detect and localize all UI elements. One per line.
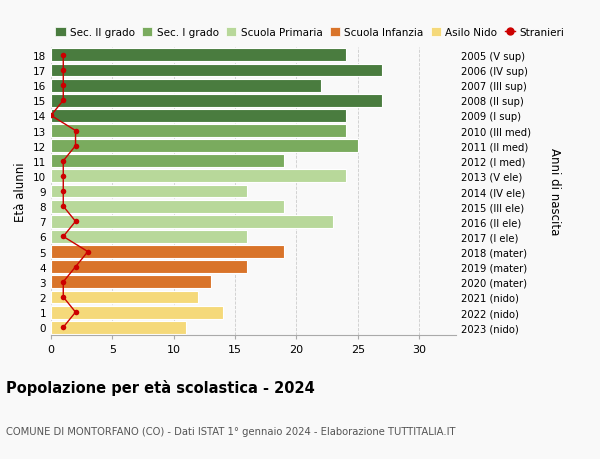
Bar	[51, 276, 211, 289]
Bar	[51, 215, 333, 228]
Point	[58, 173, 68, 180]
Legend: Sec. II grado, Sec. I grado, Scuola Primaria, Scuola Infanzia, Asilo Nido, Stran: Sec. II grado, Sec. I grado, Scuola Prim…	[51, 24, 568, 42]
Point	[58, 52, 68, 59]
Bar	[51, 95, 382, 107]
Point	[58, 324, 68, 331]
Point	[83, 248, 92, 256]
Point	[71, 143, 80, 150]
Bar	[51, 64, 382, 77]
Point	[58, 67, 68, 74]
Bar	[51, 321, 186, 334]
Y-axis label: Anni di nascita: Anni di nascita	[548, 148, 560, 235]
Y-axis label: Età alunni: Età alunni	[14, 162, 28, 221]
Text: Popolazione per età scolastica - 2024: Popolazione per età scolastica - 2024	[6, 380, 315, 396]
Point	[46, 112, 56, 120]
Point	[58, 97, 68, 105]
Bar	[51, 49, 346, 62]
Bar	[51, 140, 358, 153]
Bar	[51, 261, 247, 274]
Bar	[51, 291, 198, 304]
Point	[71, 263, 80, 271]
Bar	[51, 125, 346, 138]
Point	[71, 218, 80, 225]
Bar	[51, 200, 284, 213]
Point	[58, 294, 68, 301]
Bar	[51, 185, 247, 198]
Bar	[51, 110, 346, 123]
Bar	[51, 246, 284, 258]
Bar	[51, 306, 223, 319]
Point	[58, 188, 68, 196]
Bar	[51, 230, 247, 243]
Bar	[51, 155, 284, 168]
Point	[58, 233, 68, 241]
Point	[71, 309, 80, 316]
Point	[58, 82, 68, 90]
Text: COMUNE DI MONTORFANO (CO) - Dati ISTAT 1° gennaio 2024 - Elaborazione TUTTITALIA: COMUNE DI MONTORFANO (CO) - Dati ISTAT 1…	[6, 426, 455, 436]
Bar	[51, 79, 321, 92]
Point	[58, 279, 68, 286]
Point	[58, 158, 68, 165]
Bar	[51, 170, 346, 183]
Point	[71, 128, 80, 135]
Point	[58, 203, 68, 210]
